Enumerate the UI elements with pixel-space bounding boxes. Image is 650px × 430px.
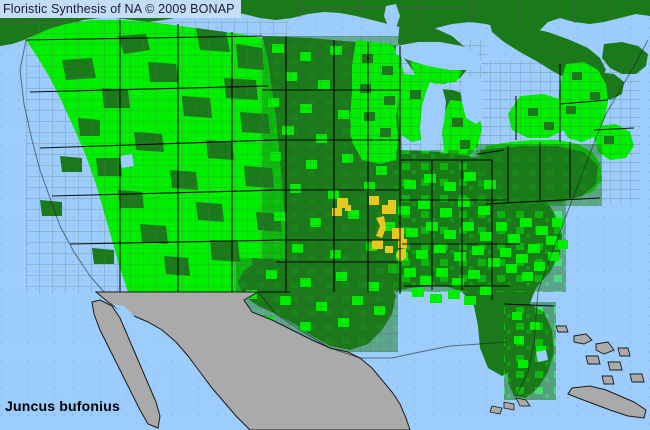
us-appalachia-speckle — [476, 144, 602, 206]
lake-winnipeg — [384, 4, 400, 28]
cuba — [567, 385, 647, 419]
us-gulf-bright-counties — [396, 172, 500, 305]
region-unmapped-grey — [91, 291, 647, 430]
species-name-caption: Juncus bufonius — [5, 398, 120, 414]
region-united-states — [25, 4, 640, 400]
lake-okeechobee — [536, 350, 548, 362]
bahamas-islands — [555, 325, 645, 385]
lake-superior — [396, 42, 482, 70]
us-west-county-grid — [26, 20, 288, 294]
gulf-of-california — [112, 304, 172, 420]
baja-california — [91, 299, 161, 429]
us-carolinas-bright-counties — [496, 218, 568, 281]
lake-salt — [120, 154, 134, 168]
mexico-landmass — [94, 291, 411, 430]
lake-michigan — [420, 82, 446, 152]
us-florida-speckle — [504, 302, 556, 400]
florida-keys — [489, 397, 531, 415]
coastline-outline — [19, 39, 649, 397]
lake-of-the-woods — [366, 24, 380, 36]
map-title-text: Floristic Synthesis of NA © 2009 BONAP — [3, 2, 235, 16]
map-title-plate: Floristic Synthesis of NA © 2009 BONAP — [0, 0, 241, 18]
